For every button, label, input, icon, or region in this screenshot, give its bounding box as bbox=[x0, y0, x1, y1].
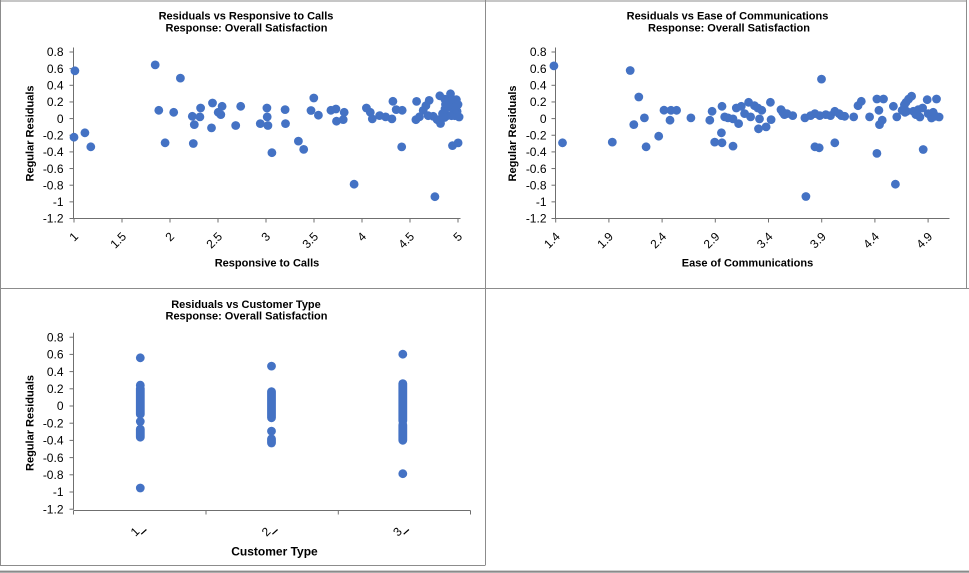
svg-text:-0.2: -0.2 bbox=[43, 416, 64, 430]
svg-text:0.4: 0.4 bbox=[47, 79, 64, 93]
svg-text:-0.2: -0.2 bbox=[43, 128, 64, 142]
svg-text:-0.8: -0.8 bbox=[526, 178, 547, 192]
svg-text:0.8: 0.8 bbox=[47, 330, 64, 344]
svg-text:Regular Residuals: Regular Residuals bbox=[25, 86, 37, 182]
svg-text:0.6: 0.6 bbox=[47, 348, 64, 362]
svg-text:-1: -1 bbox=[53, 485, 64, 499]
svg-text:0.4: 0.4 bbox=[530, 79, 547, 93]
svg-text:Responsive to Calls: Responsive to Calls bbox=[215, 258, 320, 270]
svg-text:-0.8: -0.8 bbox=[43, 468, 64, 482]
svg-text:0.6: 0.6 bbox=[47, 62, 64, 76]
svg-text:0.2: 0.2 bbox=[530, 95, 547, 109]
svg-text:0.6: 0.6 bbox=[530, 62, 547, 76]
svg-text:-1.2: -1.2 bbox=[43, 502, 64, 516]
svg-text:-1.2: -1.2 bbox=[526, 212, 547, 226]
svg-text:-0.4: -0.4 bbox=[43, 145, 64, 159]
svg-text:-1.2: -1.2 bbox=[43, 212, 64, 226]
svg-text:0.4: 0.4 bbox=[47, 365, 64, 379]
svg-text:0: 0 bbox=[540, 112, 547, 126]
svg-text:-0.4: -0.4 bbox=[43, 434, 64, 448]
svg-text:0.2: 0.2 bbox=[47, 95, 64, 109]
svg-text:-0.4: -0.4 bbox=[526, 145, 547, 159]
svg-text:-0.6: -0.6 bbox=[43, 451, 64, 465]
svg-text:-1: -1 bbox=[53, 195, 64, 209]
svg-text:-0.6: -0.6 bbox=[526, 162, 547, 176]
svg-text:Response: Overall Satisfaction: Response: Overall Satisfaction bbox=[648, 23, 810, 35]
svg-text:0.8: 0.8 bbox=[530, 45, 547, 59]
svg-text:Residuals vs Customer Type: Residuals vs Customer Type bbox=[171, 299, 321, 311]
svg-text:Customer Type: Customer Type bbox=[231, 544, 318, 558]
svg-text:-0.2: -0.2 bbox=[526, 128, 547, 142]
svg-text:Residuals vs Responsive to Cal: Residuals vs Responsive to Calls bbox=[159, 10, 334, 22]
svg-text:Response: Overall Satisfaction: Response: Overall Satisfaction bbox=[166, 311, 328, 323]
svg-text:-0.6: -0.6 bbox=[43, 162, 64, 176]
svg-text:Regular Residuals: Regular Residuals bbox=[507, 86, 519, 182]
svg-text:Residuals vs Ease of Communica: Residuals vs Ease of Communications bbox=[627, 10, 829, 22]
svg-text:0.2: 0.2 bbox=[47, 382, 64, 396]
svg-text:Response: Overall Satisfaction: Response: Overall Satisfaction bbox=[166, 23, 328, 35]
svg-text:0: 0 bbox=[57, 112, 64, 126]
svg-text:-0.8: -0.8 bbox=[43, 178, 64, 192]
svg-text:0: 0 bbox=[57, 399, 64, 413]
svg-text:0.8: 0.8 bbox=[47, 45, 64, 59]
svg-text:-1: -1 bbox=[536, 195, 547, 209]
svg-text:Ease of Communications: Ease of Communications bbox=[682, 258, 813, 270]
svg-text:Regular Residuals: Regular Residuals bbox=[25, 375, 37, 471]
